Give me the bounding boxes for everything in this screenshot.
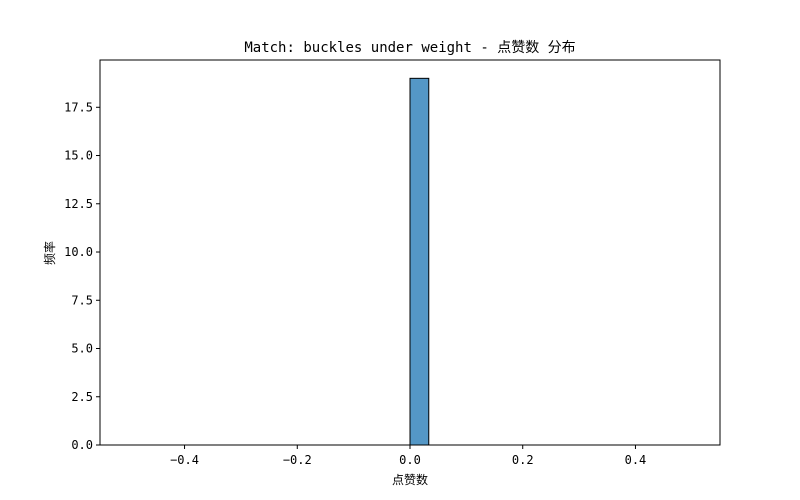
chart-title: Match: buckles under weight - 点赞数 分布	[244, 40, 575, 56]
histogram-bar	[409, 77, 430, 446]
y-tick-label: 5.0	[71, 342, 93, 356]
x-tick-label: −0.4	[170, 453, 199, 467]
y-tick-label: 10.0	[64, 245, 93, 259]
histogram-bars	[409, 77, 430, 446]
y-axis-ticks: 0.0 2.5 5.0 7.5 10.0 12.5 15.0 17.5	[64, 100, 100, 452]
y-tick-label: 7.5	[71, 293, 93, 307]
y-tick-label: 0.0	[71, 438, 93, 452]
x-axis-label: 点赞数	[392, 472, 428, 487]
x-tick-label: 0.4	[625, 453, 647, 467]
x-axis-ticks: −0.4 −0.2 0.0 0.2 0.4	[170, 445, 646, 467]
y-tick-label: 15.0	[64, 149, 93, 163]
x-tick-label: −0.2	[283, 453, 312, 467]
x-tick-label: 0.0	[399, 453, 421, 467]
y-tick-label: 12.5	[64, 197, 93, 211]
y-axis-label: 频率	[42, 241, 57, 265]
y-tick-label: 17.5	[64, 100, 93, 114]
y-tick-label: 2.5	[71, 390, 93, 404]
x-tick-label: 0.2	[512, 453, 534, 467]
